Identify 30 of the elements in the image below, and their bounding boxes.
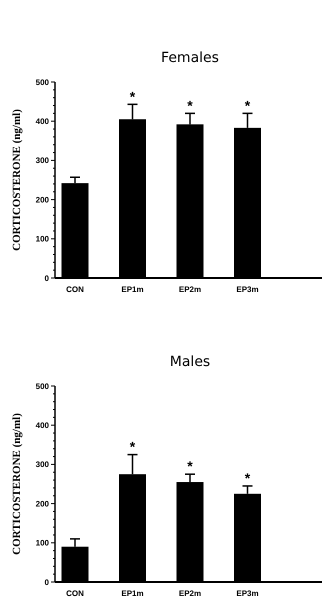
y-tick-label: 400 bbox=[36, 117, 50, 126]
x-tick-label: EP1m bbox=[121, 285, 144, 294]
y-tick-label: 400 bbox=[36, 421, 50, 430]
chart-title: Females bbox=[161, 50, 219, 66]
y-tick-label: 100 bbox=[36, 234, 50, 244]
y-tick-label: 0 bbox=[44, 578, 50, 587]
y-axis-title: CORTICOSTERONE (ng/ml) bbox=[11, 108, 23, 251]
y-axis-title: CORTICOSTERONE (ng/ml) bbox=[11, 412, 23, 555]
annotation: * bbox=[187, 458, 194, 474]
x-tick-label: EP3m bbox=[236, 285, 259, 294]
y-tick-label: 500 bbox=[36, 382, 50, 391]
x-tick-label: CON bbox=[66, 285, 84, 294]
y-tick-label: 100 bbox=[36, 538, 50, 548]
annotation: * bbox=[187, 97, 194, 114]
annotation: * bbox=[130, 88, 136, 104]
x-tick-label: CON bbox=[66, 589, 84, 598]
y-tick-label: 300 bbox=[36, 156, 50, 166]
y-tick-label: 500 bbox=[36, 78, 50, 87]
x-tick-label: EP2m bbox=[178, 285, 202, 294]
annotation: * bbox=[244, 97, 251, 114]
annotation: * bbox=[244, 470, 251, 486]
annotation: * bbox=[130, 438, 136, 455]
x-tick-label: EP3m bbox=[236, 589, 259, 598]
y-tick-label: 200 bbox=[36, 195, 50, 204]
y-tick-label: 300 bbox=[36, 460, 50, 470]
x-tick-label: EP1m bbox=[121, 589, 144, 598]
y-tick-label: 200 bbox=[36, 499, 50, 508]
x-tick-label: EP2m bbox=[178, 589, 202, 598]
chart-title: Males bbox=[170, 354, 210, 370]
y-tick-label: 0 bbox=[44, 274, 50, 283]
